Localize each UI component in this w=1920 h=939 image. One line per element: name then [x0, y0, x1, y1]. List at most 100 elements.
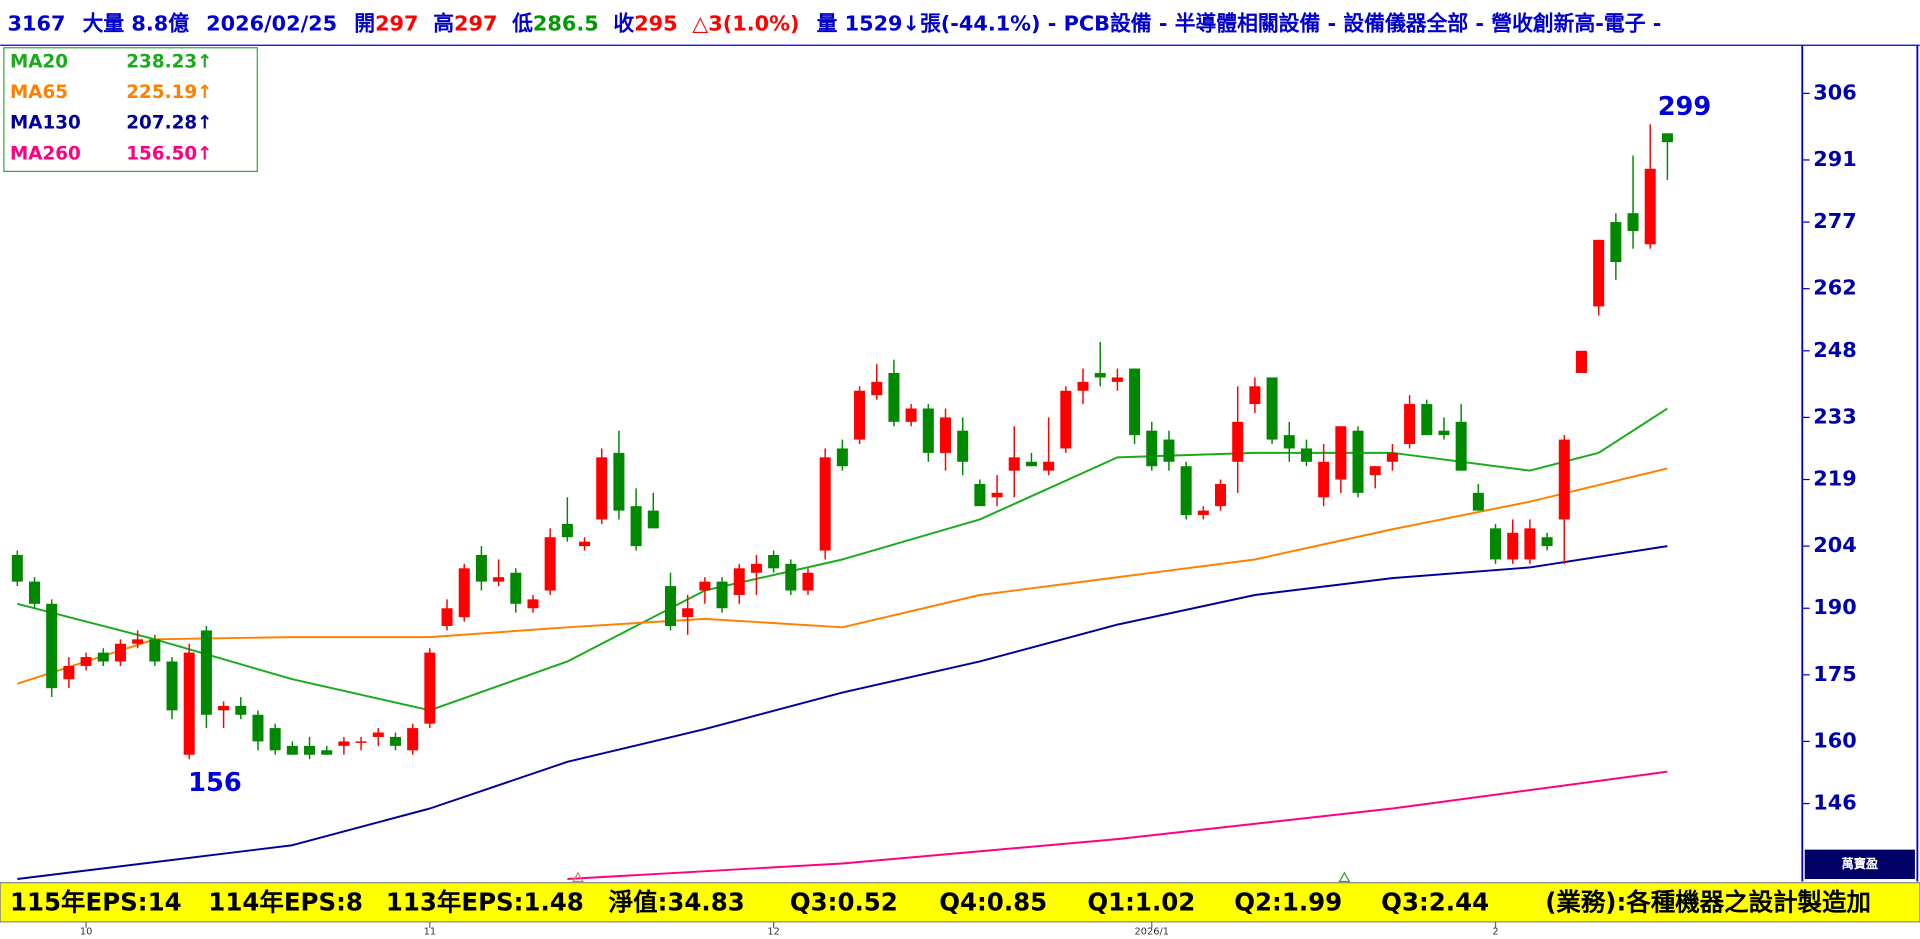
candle-body: [286, 745, 298, 755]
candle-body: [768, 554, 780, 569]
y-tick-label: 204: [1813, 533, 1856, 557]
footer-item: Q3:2.44: [1381, 887, 1489, 916]
candle-body: [1404, 404, 1416, 445]
marker: [572, 871, 584, 883]
candle-body: [1386, 452, 1398, 462]
y-tick-label: 262: [1813, 276, 1856, 300]
candle-body: [630, 506, 642, 547]
candle-body: [183, 652, 195, 755]
candle-body: [338, 741, 350, 746]
info: 量 1529↓張(-44.1%) - PCB設備 - 半導體相關設備 - 設備儀…: [817, 11, 1662, 35]
candle-body: [1197, 510, 1209, 516]
candle-body: [974, 483, 986, 507]
footer-item: 淨值:34.83: [609, 887, 745, 916]
candle-body: [372, 732, 384, 737]
candle-body: [1455, 421, 1467, 471]
y-tick-label: 160: [1813, 728, 1856, 752]
candle-body: [854, 390, 866, 440]
y-tick-label: 146: [1813, 791, 1856, 815]
candle-body: [132, 639, 144, 644]
candle-body: [579, 541, 591, 547]
footer-item: 114年EPS:8: [208, 887, 363, 916]
candle-body: [957, 430, 969, 462]
y-tick-label: 219: [1813, 467, 1856, 491]
legend-value: 207.28↑: [126, 113, 212, 134]
candle-body: [1077, 381, 1089, 391]
candle-body: [407, 728, 419, 751]
candle-body: [544, 537, 556, 591]
y-tick-label: 175: [1813, 662, 1856, 686]
candle-body: [1421, 404, 1433, 436]
candle-body: [493, 577, 505, 582]
x-tick-label: 2: [1492, 927, 1498, 938]
candle-body: [1524, 528, 1536, 560]
candle-body: [1008, 457, 1020, 471]
candle-body: [97, 652, 109, 662]
candle-body: [1215, 483, 1227, 507]
footer: 115年EPS:14 114年EPS:8 113年EPS:1.48 淨值:34.83 Q…: [10, 887, 1871, 916]
legend-name: MA65: [10, 82, 68, 103]
open: 297: [375, 11, 418, 35]
footer-bar: [0, 882, 1920, 923]
candle-body: [149, 639, 161, 662]
x-tick-label: 2026/1: [1135, 927, 1169, 938]
candle-body: [647, 510, 659, 529]
candle-body: [235, 705, 247, 715]
candle-body: [1661, 133, 1673, 143]
candle-body: [218, 705, 230, 711]
low-label: 低: [511, 11, 533, 35]
candle-body: [355, 741, 367, 743]
candle-body: [200, 630, 212, 715]
footer-item: 115年EPS:14: [10, 887, 182, 916]
candle-body: [699, 581, 711, 591]
candle-body: [1163, 439, 1175, 462]
y-tick-label: 190: [1813, 595, 1856, 619]
marker: [1338, 871, 1351, 883]
candle-body: [1043, 461, 1055, 471]
candle-body: [458, 568, 470, 618]
candle-body: [750, 563, 762, 573]
candle-body: [63, 665, 75, 680]
candle-body: [166, 661, 178, 711]
candle-body: [836, 448, 848, 467]
candle-body: [510, 572, 522, 604]
high: 297: [454, 11, 497, 35]
candle-body: [1094, 372, 1106, 378]
candle-body: [424, 652, 436, 724]
candle-body: [785, 563, 797, 591]
candle-body: [561, 523, 573, 538]
candle-body: [527, 599, 539, 609]
candle-body: [1266, 377, 1278, 440]
change: △3(1.0%): [692, 11, 799, 35]
candle-body: [389, 736, 401, 746]
candle-body: [888, 372, 900, 422]
annotation: 156: [188, 768, 242, 798]
candle-body: [1644, 168, 1656, 245]
legend-box: [3, 47, 258, 173]
candle-body: [733, 568, 745, 595]
candle-body: [922, 408, 934, 453]
candle-body: [1300, 448, 1312, 462]
candle-body: [939, 417, 952, 453]
candle-body: [1283, 435, 1295, 449]
candle-body: [905, 408, 917, 422]
candle-body: [664, 586, 676, 627]
candle-body: [716, 581, 728, 609]
legend-name: MA130: [10, 113, 81, 134]
annotation: 299: [1658, 92, 1712, 122]
ma-line: [17, 467, 1668, 685]
footer-item: Q2:1.99: [1234, 887, 1342, 916]
candle-body: [1180, 466, 1192, 516]
legend-value: 156.50↑: [126, 143, 212, 164]
logo: 萬寶盈: [1841, 856, 1878, 871]
date: 2026/02/25: [206, 11, 337, 35]
candle-body: [1558, 439, 1570, 520]
candle-body: [1146, 430, 1158, 467]
candle-body: [1490, 528, 1502, 560]
plot: [11, 124, 1673, 880]
candle-body: [1129, 368, 1141, 436]
footer-item: Q3:0.52: [790, 887, 898, 916]
legend: MA20 238.23↑ MA65 225.19↑ MA130 207.28↑ MA260 1…: [10, 51, 213, 164]
